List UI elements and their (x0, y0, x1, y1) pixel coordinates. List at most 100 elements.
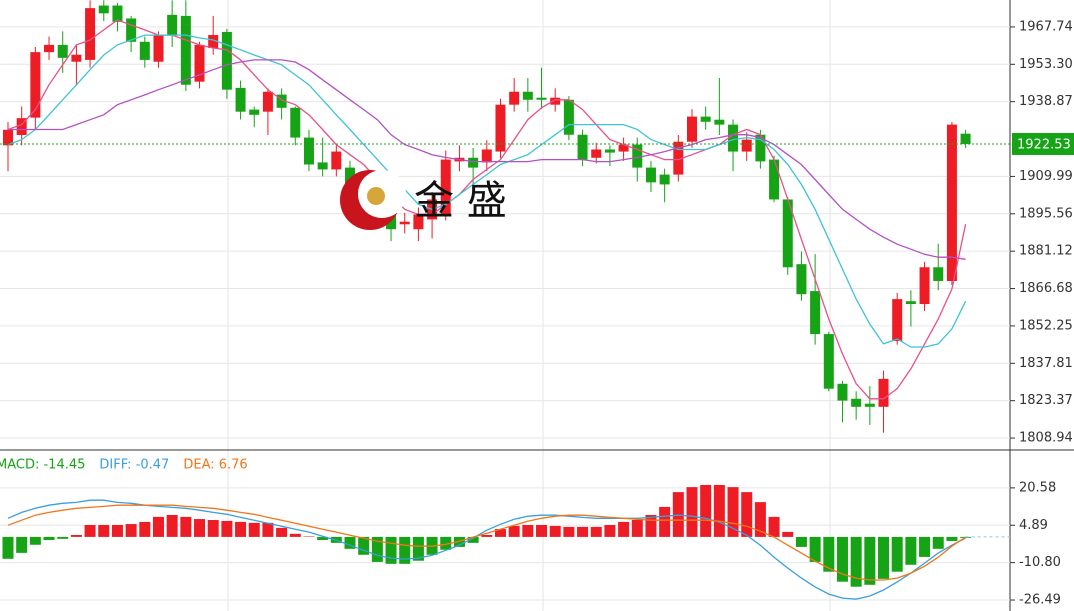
macd-bar (645, 514, 657, 537)
macd-bar (727, 487, 739, 537)
candle-body (933, 267, 944, 281)
candle-body (331, 151, 342, 170)
macd-bar (207, 519, 219, 537)
y-tick-label: 1808.94 (1019, 431, 1073, 446)
y-tick-label: 1866.68 (1019, 281, 1073, 296)
candle-body (851, 398, 862, 407)
legend-entry: MACD: -14.45 (0, 458, 85, 473)
macd-bar (618, 521, 630, 537)
candle-body (153, 35, 164, 62)
macd-bar (344, 536, 356, 549)
candle-body (536, 97, 547, 100)
macd-bar (248, 522, 260, 537)
candle-body (98, 5, 109, 14)
candle-body (618, 144, 629, 152)
macd-bar (672, 492, 684, 537)
candle-body (892, 299, 903, 342)
macd-bar (276, 527, 288, 537)
candle-body (57, 44, 68, 58)
candle-body (659, 174, 670, 185)
macd-bar (166, 514, 178, 537)
candle-body (249, 109, 260, 115)
candle-body (290, 107, 301, 138)
macd-bar (508, 525, 520, 537)
candle-body (468, 157, 479, 168)
macd-bar (590, 526, 602, 537)
macd-bar (399, 536, 411, 564)
candle-body (194, 44, 205, 82)
macd-bar (440, 536, 452, 550)
macd-bar (700, 484, 712, 537)
y-tick-label: 1909.99 (1019, 169, 1073, 184)
candle-body (509, 91, 520, 105)
candle-body (796, 264, 807, 295)
macd-bar (194, 519, 206, 537)
line-series (7, 499, 966, 600)
y-tick-label: 1852.25 (1019, 318, 1073, 333)
candle-body (71, 54, 82, 62)
macd-bar (768, 516, 780, 537)
candle-body (946, 124, 957, 281)
candle-body (905, 301, 916, 305)
macd-bar (70, 535, 82, 537)
candle-body (632, 144, 643, 168)
macd-bar (481, 535, 493, 537)
macd-bar (946, 536, 958, 541)
candle-body (741, 139, 752, 152)
macd-bar (932, 536, 944, 549)
line-series (8, 59, 966, 260)
candle-body (221, 31, 232, 90)
macd-bar (522, 524, 534, 537)
candle-body (262, 91, 273, 112)
candle-body (303, 137, 314, 165)
candle-body (782, 199, 793, 268)
candle-body (673, 141, 684, 175)
candle-body (139, 41, 150, 60)
candle-body (550, 97, 561, 105)
line-series (7, 504, 966, 581)
legend-entry: DEA: 6.76 (183, 458, 247, 473)
line-series (7, 34, 967, 348)
macd-bar (358, 536, 370, 555)
candle-body (44, 44, 55, 53)
candle-body (440, 159, 451, 215)
macd-bar (536, 524, 548, 537)
candle-body (317, 162, 328, 170)
macd-bar (659, 506, 671, 537)
last-price-label: 1922.53 (1017, 137, 1071, 152)
macd-bar (412, 536, 424, 561)
candle-body (16, 118, 27, 135)
macd-bar (494, 529, 506, 537)
candle-body (481, 149, 492, 163)
macd-bar (262, 522, 274, 537)
candle-body (235, 87, 246, 112)
macd-bar (180, 516, 192, 537)
watermark: 金 盛 (340, 170, 507, 230)
candle-body (687, 116, 697, 142)
y-tick-label: 20.58 (1019, 480, 1056, 495)
macd-bar (741, 492, 753, 537)
macd-bar (235, 521, 247, 537)
y-tick-label: 1823.37 (1019, 393, 1073, 408)
macd-bar (836, 536, 848, 582)
macd-bar (631, 519, 643, 537)
candle-body (563, 99, 574, 135)
candle-body (864, 403, 875, 407)
y-tick-label: 1895.56 (1019, 206, 1073, 221)
candle-body (823, 334, 834, 389)
candle-body (604, 149, 615, 153)
macd-bar (221, 520, 233, 537)
candle-body (837, 383, 848, 401)
candle-body (208, 35, 219, 48)
macd-bar (385, 536, 397, 564)
macd-bar (16, 536, 28, 553)
macd-bar (152, 516, 164, 537)
legend-entry: DIFF: -0.47 (99, 458, 169, 473)
candle-body (386, 214, 397, 230)
candle-body (276, 94, 287, 108)
macd-bar (111, 524, 123, 537)
watermark-text: 金 盛 (414, 178, 507, 224)
candle-body (180, 15, 191, 85)
